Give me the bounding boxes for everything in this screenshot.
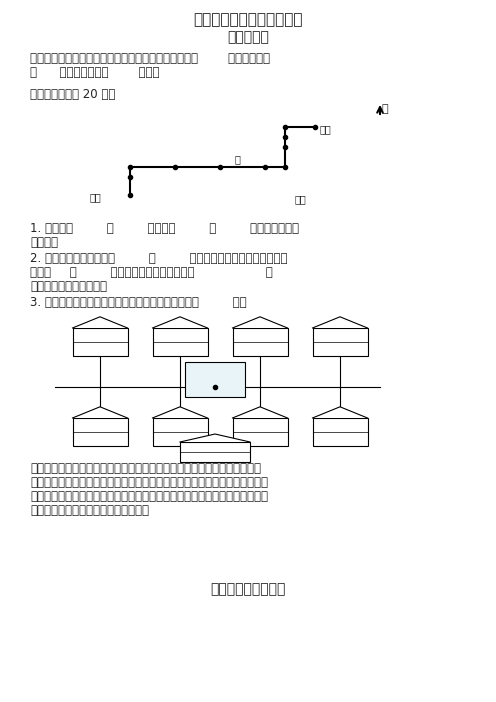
Text: 松鼠: 松鼠	[90, 192, 102, 202]
Bar	[233, 418, 288, 446]
Text: 星期天，我们去动物园游玩，走进动物园大门，正北面有狮子馆和河马馆，: 星期天，我们去动物园游玩，走进动物园大门，正北面有狮子馆和河马馆，	[30, 462, 261, 475]
Text: 大象馆: 大象馆	[173, 436, 187, 445]
Text: 熊猫馆在狮子馆的西北面，飞禽馆在狮子馆的东北面，经过熊猫馆向南走，可: 熊猫馆在狮子馆的西北面，飞禽馆在狮子馆的东北面，经过熊猫馆向南走，可	[30, 476, 268, 489]
Bar	[72, 418, 127, 446]
Text: 飞禽馆: 飞禽馆	[333, 346, 347, 355]
Text: （      ）面，左侧是（        ）面。: （ ）面，左侧是（ ）面。	[30, 66, 160, 79]
Text: 猫: 猫	[235, 154, 241, 164]
Text: 兔子: 兔子	[295, 194, 307, 204]
Polygon shape	[312, 317, 368, 328]
Polygon shape	[152, 317, 207, 328]
Bar	[312, 328, 368, 356]
Text: 米，向东把信交给小猫。: 米，向东把信交给小猫。	[30, 280, 107, 293]
Text: 狮子馆: 狮子馆	[173, 346, 187, 355]
Text: 北: 北	[382, 104, 389, 114]
Text: 三年级数学下册巩固与提高: 三年级数学下册巩固与提高	[193, 12, 303, 27]
Text: 送信。（每小格 20 米）: 送信。（每小格 20 米）	[30, 88, 116, 101]
Text: 大象: 大象	[320, 124, 332, 134]
Bar	[233, 328, 288, 356]
Text: 除数是一位数的除法: 除数是一位数的除法	[210, 582, 286, 596]
Polygon shape	[233, 406, 288, 418]
Text: 3. 从鸽子开始出发，到把信全部送完，在路上共飞了         米。: 3. 从鸽子开始出发，到把信全部送完，在路上共飞了 米。	[30, 296, 247, 309]
Bar	[180, 442, 250, 462]
Text: 金鱼馆: 金鱼馆	[253, 436, 267, 445]
Polygon shape	[72, 317, 127, 328]
Text: 到达猴山和大象馆，经过猴山向东走到达狮子馆和金鱼馆，经过金鱼馆向南走: 到达猴山和大象馆，经过猴山向东走到达狮子馆和金鱼馆，经过金鱼馆向南走	[30, 490, 268, 503]
Text: 熊猫馆: 熊猫馆	[93, 346, 107, 355]
Polygon shape	[233, 317, 288, 328]
Text: 水: 水	[212, 375, 218, 385]
Text: 2. 鸽子从松鼠家出来，向         飞         米就到了兔子家，把信送给兔子: 2. 鸽子从松鼠家出来，向 飞 米就到了兔子家，把信送给兔子	[30, 252, 288, 265]
Text: 河马馆: 河马馆	[253, 346, 267, 355]
Text: 早晨同学们面向太阳举行升旗仪式，此时同学们面向（        ）面，背对着: 早晨同学们面向太阳举行升旗仪式，此时同学们面向（ ）面，背对着	[30, 52, 270, 65]
Bar	[72, 328, 127, 356]
Text: 1. 鸽子要向         飞         米，再向         飞         米就把信送给了: 1. 鸽子要向 飞 米，再向 飞 米就把信送给了	[30, 222, 299, 235]
Bar	[152, 328, 207, 356]
Text: 骆驼馆: 骆驼馆	[333, 436, 347, 445]
Bar	[152, 418, 207, 446]
Polygon shape	[312, 406, 368, 418]
Text: 位置与方向: 位置与方向	[227, 30, 269, 44]
Text: 猴山: 猴山	[95, 436, 105, 445]
Text: 动物园大门: 动物园大门	[203, 453, 227, 463]
Bar	[185, 362, 245, 397]
Polygon shape	[72, 406, 127, 418]
Text: 小松鼠。: 小松鼠。	[30, 236, 58, 249]
Text: 后再向     飞         米找到大象，最后再接着向                   飞: 后再向 飞 米找到大象，最后再接着向 飞	[30, 266, 273, 279]
Bar	[312, 418, 368, 446]
Text: 到达骆驼馆，你能填出它们的位置吗？: 到达骆驼馆，你能填出它们的位置吗？	[30, 504, 149, 517]
Polygon shape	[180, 434, 250, 442]
Polygon shape	[152, 406, 207, 418]
